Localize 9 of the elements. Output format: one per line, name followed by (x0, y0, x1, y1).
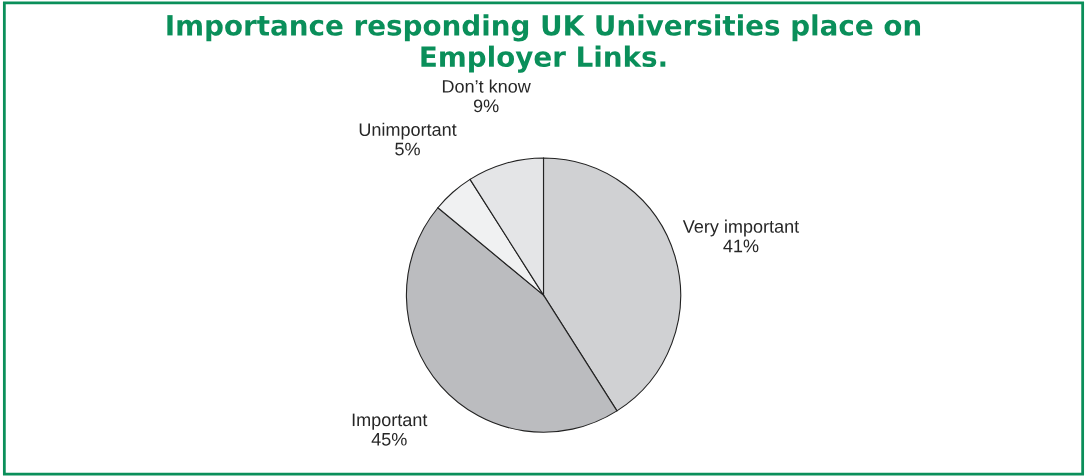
slice-label: Very important (682, 219, 800, 237)
data-label: 9% (473, 99, 499, 113)
data-label: 5% (395, 142, 420, 156)
slice-label: Important (352, 413, 428, 430)
data-label: 41% (723, 239, 759, 253)
slice-label: Don’t know (442, 79, 531, 93)
data-label: 45% (371, 432, 407, 446)
slice-label: Unimportant (359, 122, 457, 140)
chart-title: Importance responding UK Universities place on Employer Links. (167, 14, 921, 73)
